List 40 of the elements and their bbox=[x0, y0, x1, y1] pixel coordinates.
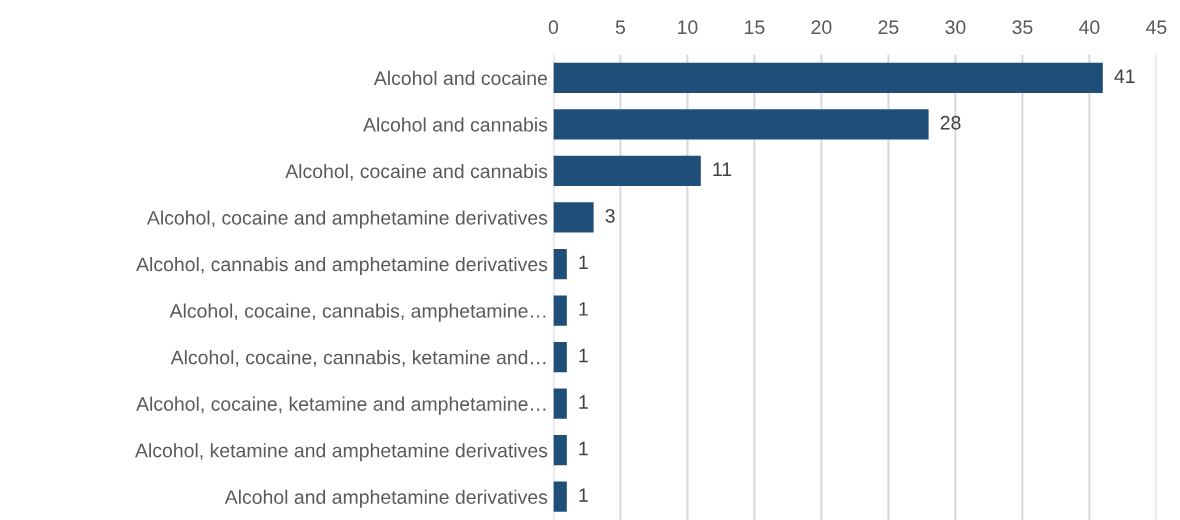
bar bbox=[553, 155, 701, 187]
data-label: 41 bbox=[1114, 69, 1135, 83]
y-tick-label: Alcohol and cannabis bbox=[363, 117, 548, 132]
data-label: 1 bbox=[579, 395, 588, 409]
data-label: 1 bbox=[579, 348, 588, 363]
data-label: 1 bbox=[579, 441, 588, 456]
x-tick-label: 40 bbox=[1079, 20, 1100, 35]
bar bbox=[553, 388, 567, 419]
y-tick-label: Alcohol, cocaine and amphetamine derivatives bbox=[146, 210, 548, 229]
data-label: 3 bbox=[605, 208, 615, 223]
bar bbox=[553, 341, 567, 373]
bar bbox=[553, 435, 567, 466]
data-label: 1 bbox=[579, 488, 588, 502]
x-tick-label: 20 bbox=[811, 20, 832, 35]
data-label: 1 bbox=[579, 255, 588, 270]
data-label: 1 bbox=[579, 302, 588, 316]
data-label: 28 bbox=[940, 115, 961, 130]
x-tick-label: 25 bbox=[878, 20, 899, 35]
y-tick-label: Alcohol, ketamine and amphetamine derivatives bbox=[135, 443, 548, 462]
x-tick-label: 15 bbox=[745, 20, 765, 35]
x-tick-label: 30 bbox=[945, 20, 966, 35]
x-tick-label: 45 bbox=[1146, 20, 1167, 35]
y-tick-label: Alcohol, cocaine, ketamine and amphetamine… bbox=[136, 396, 546, 415]
bar bbox=[553, 481, 567, 512]
bar bbox=[553, 62, 1103, 93]
bar bbox=[553, 295, 567, 326]
x-tick-label: 35 bbox=[1012, 20, 1033, 35]
x-tick-label: 10 bbox=[678, 20, 698, 35]
y-tick-label: Alcohol, cocaine and cannabis bbox=[285, 163, 548, 181]
y-tick-label: Alcohol, cannabis and amphetamine derivatives bbox=[136, 256, 548, 276]
y-tick-label: Alcohol and amphetamine derivatives bbox=[224, 489, 548, 508]
x-tick-label: 0 bbox=[548, 20, 559, 35]
x-tick-label: 5 bbox=[615, 20, 626, 35]
bar bbox=[553, 109, 929, 140]
data-label: 11 bbox=[713, 162, 732, 176]
y-tick-label: Alcohol, cocaine, cannabis, ketamine and… bbox=[170, 350, 546, 367]
bar bbox=[553, 202, 594, 233]
y-tick-label: Alcohol and cocaine bbox=[373, 70, 548, 86]
y-tick-label: Alcohol, cocaine, cannabis, amphetamine… bbox=[169, 303, 546, 322]
bar bbox=[553, 248, 567, 280]
